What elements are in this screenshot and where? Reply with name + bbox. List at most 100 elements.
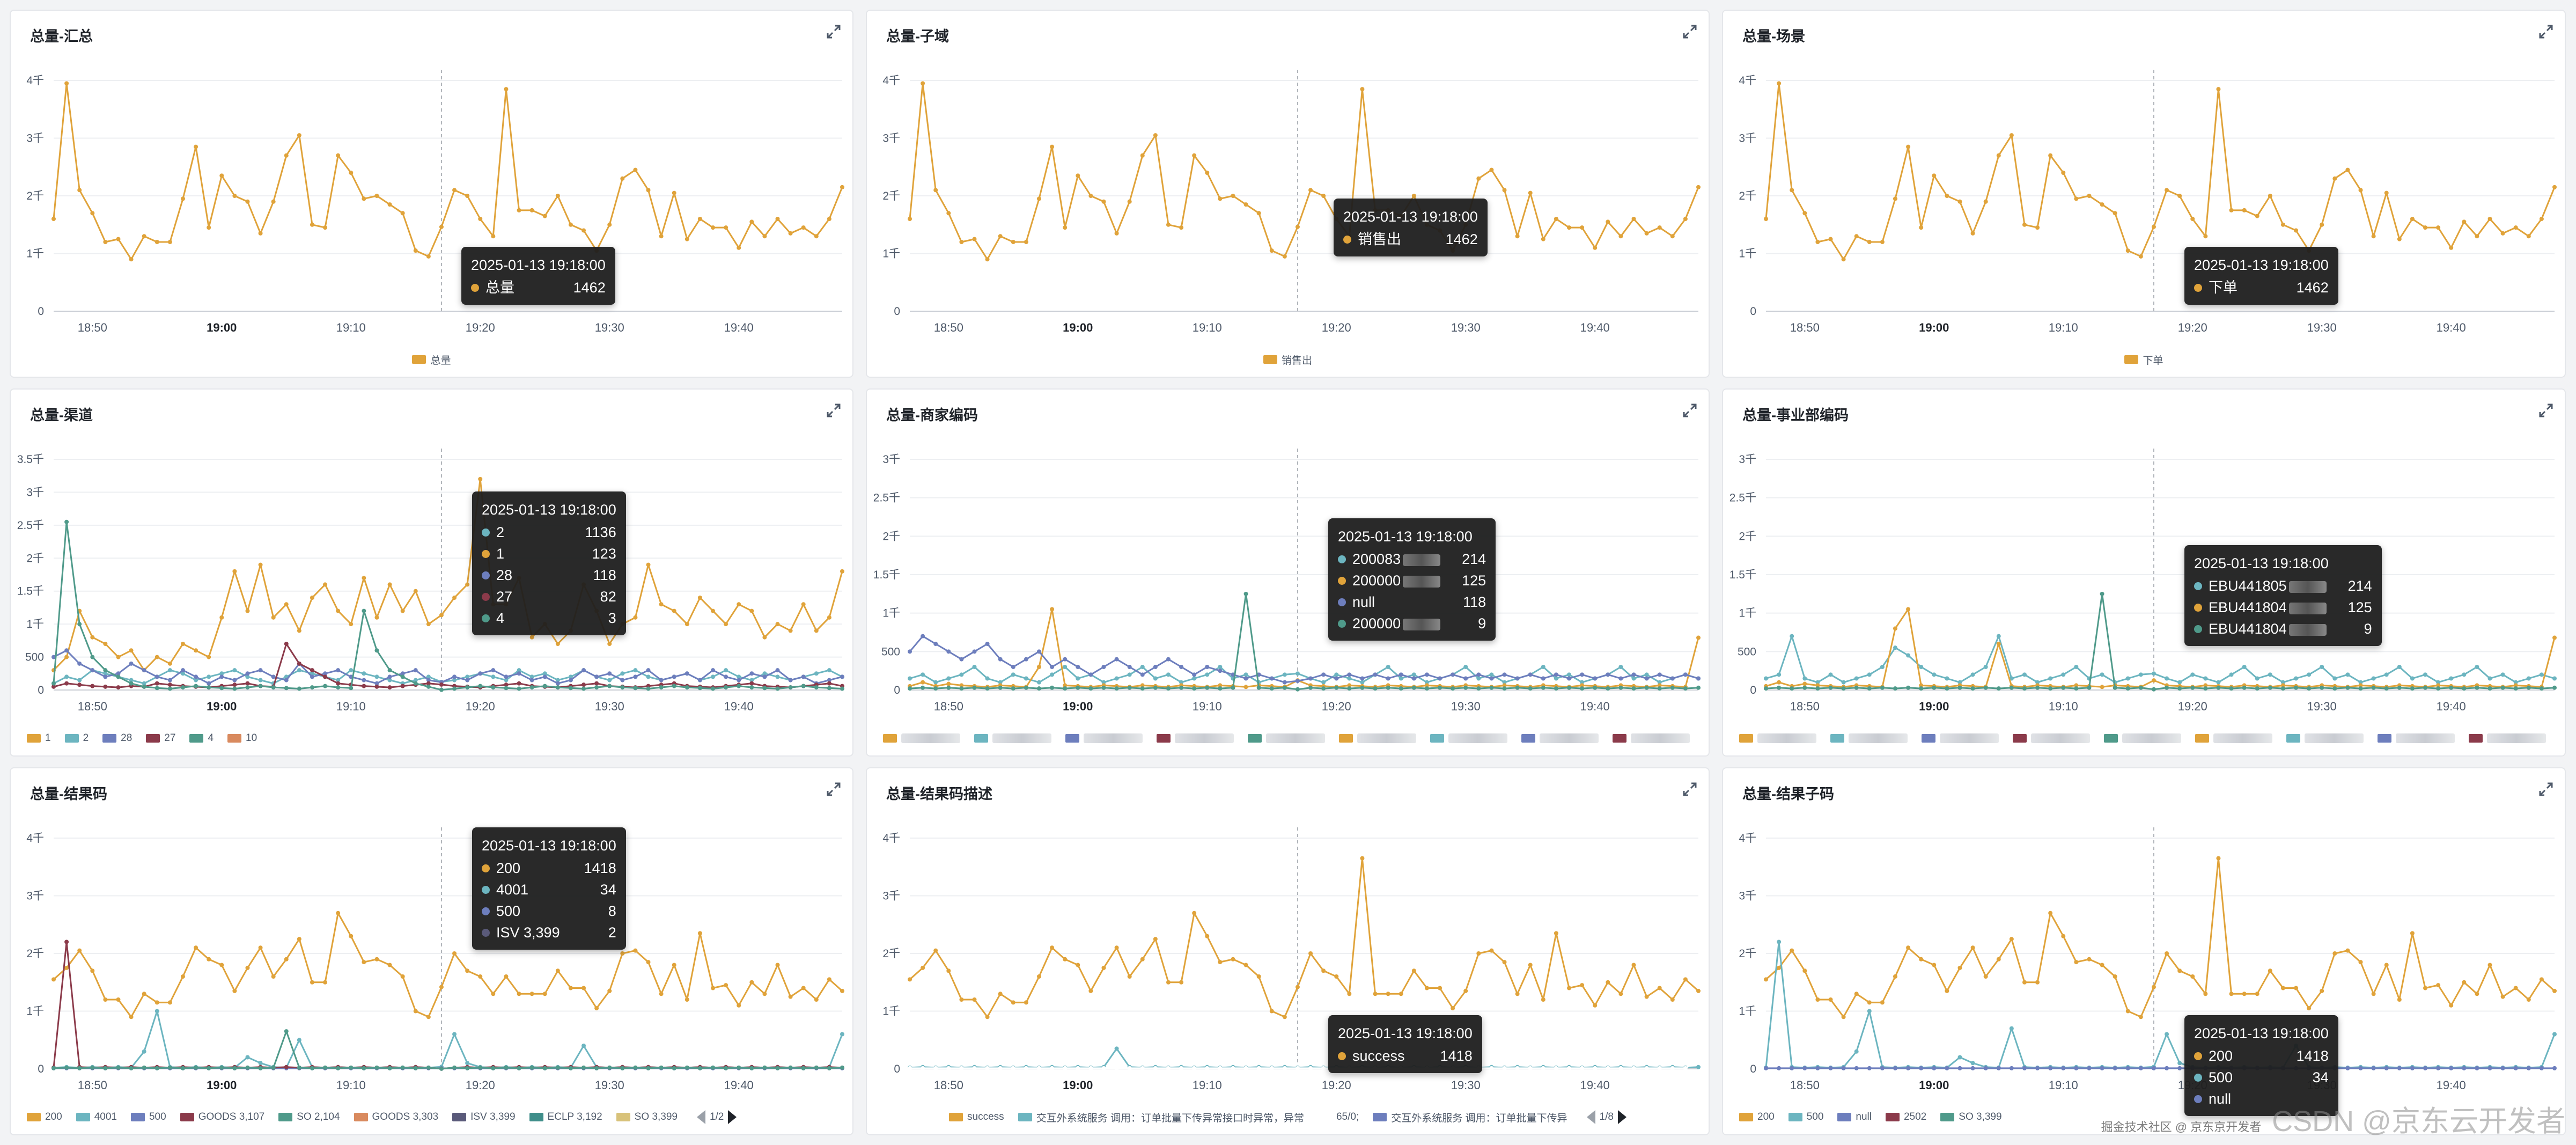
data-point[interactable] <box>921 965 925 970</box>
data-point[interactable] <box>2526 1066 2531 1070</box>
data-point[interactable] <box>1593 245 1598 250</box>
data-point[interactable] <box>400 1065 405 1070</box>
data-point[interactable] <box>594 674 599 679</box>
data-point[interactable] <box>374 957 379 961</box>
data-point[interactable] <box>685 1065 689 1070</box>
data-point[interactable] <box>1101 1066 1106 1070</box>
data-point[interactable] <box>1541 1066 1545 1070</box>
data-point[interactable] <box>1528 190 1533 195</box>
data-point[interactable] <box>1919 683 1924 688</box>
next-page-icon[interactable] <box>1617 1110 1626 1124</box>
legend-item[interactable]: 27 <box>146 732 175 744</box>
data-point[interactable] <box>1269 1066 1274 1070</box>
data-point[interactable] <box>2371 685 2376 690</box>
data-point[interactable] <box>1282 1015 1287 1019</box>
data-point[interactable] <box>801 986 806 990</box>
data-point[interactable] <box>1996 153 2001 158</box>
data-point[interactable] <box>2165 1032 2169 1037</box>
data-point[interactable] <box>310 1066 314 1070</box>
data-point[interactable] <box>219 686 224 691</box>
data-point[interactable] <box>1411 194 1416 198</box>
data-point[interactable] <box>788 628 793 633</box>
data-point[interactable] <box>194 674 198 679</box>
data-point[interactable] <box>1670 685 1675 690</box>
data-point[interactable] <box>2436 686 2441 691</box>
data-point[interactable] <box>1451 672 1455 677</box>
legend-item[interactable] <box>1922 733 1999 743</box>
data-point[interactable] <box>207 225 211 230</box>
data-point[interactable] <box>2009 1066 2014 1070</box>
data-point[interactable] <box>504 974 509 979</box>
data-point[interactable] <box>921 1066 925 1070</box>
data-point[interactable] <box>2009 1026 2014 1031</box>
data-point[interactable] <box>439 224 444 229</box>
data-point[interactable] <box>1631 963 1636 967</box>
data-point[interactable] <box>1424 986 1429 990</box>
data-point[interactable] <box>1243 676 1248 681</box>
data-point[interactable] <box>1076 676 1080 681</box>
data-point[interactable] <box>1179 665 1184 669</box>
data-point[interactable] <box>1880 685 1885 690</box>
expand-icon[interactable] <box>825 401 843 420</box>
data-point[interactable] <box>491 674 496 679</box>
data-point[interactable] <box>1218 1066 1223 1070</box>
data-point[interactable] <box>103 671 108 676</box>
data-point[interactable] <box>1906 144 1911 149</box>
series-line[interactable] <box>909 635 1699 684</box>
data-point[interactable] <box>2449 685 2454 690</box>
data-point[interactable] <box>1192 153 1197 158</box>
data-point[interactable] <box>2268 685 2272 690</box>
data-point[interactable] <box>840 185 844 189</box>
data-point[interactable] <box>1777 965 1782 970</box>
data-point[interactable] <box>374 684 379 689</box>
data-point[interactable] <box>1114 657 1119 662</box>
legend-item[interactable]: 4 <box>189 732 214 744</box>
data-point[interactable] <box>1515 676 1520 681</box>
data-point[interactable] <box>1360 680 1365 685</box>
data-point[interactable] <box>1308 685 1313 690</box>
data-point[interactable] <box>1114 945 1119 950</box>
data-point[interactable] <box>2487 1066 2492 1070</box>
data-point[interactable] <box>517 671 521 676</box>
data-point[interactable] <box>426 1065 431 1070</box>
data-point[interactable] <box>1880 665 1885 669</box>
data-point[interactable] <box>555 194 560 198</box>
data-point[interactable] <box>323 684 328 688</box>
legend-item[interactable]: 下单 <box>2124 353 2163 367</box>
data-point[interactable] <box>77 682 82 687</box>
data-point[interactable] <box>1140 686 1145 691</box>
data-point[interactable] <box>775 622 780 627</box>
data-point[interactable] <box>1893 645 1897 650</box>
data-point[interactable] <box>1166 672 1171 677</box>
data-point[interactable] <box>985 257 990 262</box>
data-point[interactable] <box>646 960 651 965</box>
data-point[interactable] <box>2539 672 2544 677</box>
data-point[interactable] <box>2190 974 2195 979</box>
data-point[interactable] <box>77 188 82 193</box>
data-point[interactable] <box>1996 1066 2001 1070</box>
data-point[interactable] <box>959 1066 964 1070</box>
data-point[interactable] <box>336 1066 341 1070</box>
data-point[interactable] <box>607 684 612 688</box>
data-point[interactable] <box>582 668 586 673</box>
data-point[interactable] <box>946 968 951 973</box>
data-point[interactable] <box>2513 225 2518 230</box>
data-point[interactable] <box>1050 672 1055 677</box>
data-point[interactable] <box>310 674 314 679</box>
data-point[interactable] <box>1580 672 1585 677</box>
data-point[interactable] <box>1166 657 1171 662</box>
data-point[interactable] <box>2061 1066 2066 1070</box>
data-point[interactable] <box>2384 1066 2389 1070</box>
data-point[interactable] <box>724 983 728 988</box>
data-point[interactable] <box>1140 153 1145 158</box>
data-point[interactable] <box>2022 672 2027 677</box>
data-point[interactable] <box>542 1066 547 1070</box>
data-point[interactable] <box>1657 1066 1662 1070</box>
data-point[interactable] <box>1127 974 1132 979</box>
data-point[interactable] <box>207 674 211 679</box>
data-point[interactable] <box>336 608 341 613</box>
data-point[interactable] <box>998 657 1003 662</box>
data-point[interactable] <box>129 661 134 666</box>
data-point[interactable] <box>998 685 1003 690</box>
